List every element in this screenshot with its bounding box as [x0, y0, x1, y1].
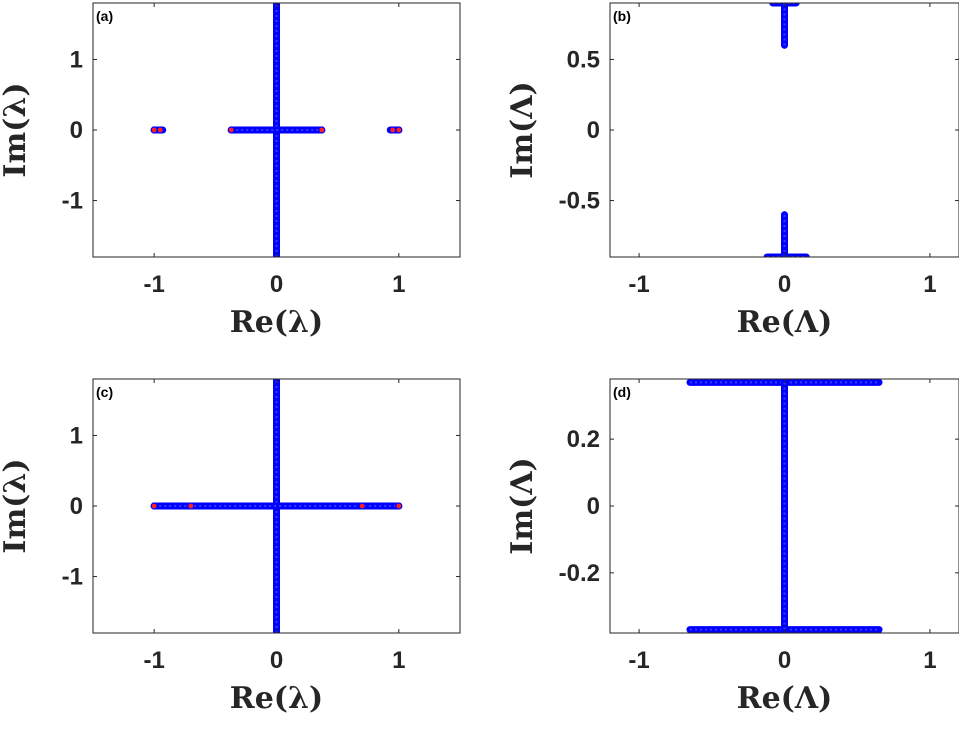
highlighted-eigenvalue — [358, 502, 366, 510]
x-axis-label: Re(λ) — [230, 305, 323, 340]
panel-label: (d) — [613, 384, 631, 400]
x-tick-label: 1 — [923, 647, 936, 674]
y-tick-label: 0.2 — [567, 426, 600, 453]
x-axis-label: Re(λ) — [230, 681, 323, 716]
highlighted-eigenvalue — [389, 126, 397, 134]
x-tick-label: -1 — [628, 271, 649, 298]
y-axis-label: Im(Λ) — [505, 457, 540, 554]
y-axis-label: Im(λ) — [0, 82, 33, 177]
y-tick-label: 0 — [587, 117, 600, 144]
highlighted-eigenvalue — [395, 126, 403, 134]
data-series — [763, 3, 810, 257]
data-series — [150, 379, 403, 633]
y-axis-label: Im(Λ) — [505, 81, 540, 178]
y-tick-label: 1 — [70, 46, 83, 73]
panel-d: -1 0 1 -0.2 0 0.2 Re(Λ) Im(Λ) (d) — [505, 378, 959, 716]
x-tick-label: 0 — [778, 647, 791, 674]
y-tick-label: 1 — [70, 422, 83, 449]
highlighted-eigenvalue — [156, 126, 164, 134]
y-tick-label: 0 — [70, 493, 83, 520]
highlighted-eigenvalue — [150, 126, 158, 134]
x-tick-label: 0 — [778, 271, 791, 298]
y-tick-label: -1 — [62, 188, 83, 215]
x-tick-label: 0 — [270, 271, 283, 298]
x-axis-label: Re(Λ) — [737, 305, 833, 340]
data-series — [150, 3, 403, 257]
x-tick-label: 1 — [392, 271, 405, 298]
x-tick-label: -1 — [143, 271, 164, 298]
highlighted-eigenvalue — [150, 502, 158, 510]
x-axis-label: Re(Λ) — [737, 681, 833, 716]
y-axis-label: Im(λ) — [0, 458, 33, 553]
x-tick-label: -1 — [143, 647, 164, 674]
data-series — [686, 379, 883, 633]
y-tick-label: 0 — [587, 493, 600, 520]
panel-label: (c) — [96, 384, 113, 400]
panel-b: -1 0 1 -0.5 0 0.5 Re(Λ) Im(Λ) (b) — [505, 2, 959, 340]
x-tick-label: 1 — [392, 647, 405, 674]
x-tick-label: 1 — [923, 271, 936, 298]
highlighted-eigenvalue — [227, 126, 235, 134]
x-tick-label: 0 — [270, 647, 283, 674]
highlighted-eigenvalue — [318, 126, 326, 134]
panel-c: -1 0 1 -1 0 1 Re(λ) Im(λ) (c) — [0, 378, 461, 716]
highlighted-eigenvalue — [395, 502, 403, 510]
y-tick-label: 0.5 — [567, 46, 600, 73]
y-tick-label: 0 — [70, 117, 83, 144]
panel-label: (b) — [613, 8, 631, 24]
x-tick-label: -1 — [628, 647, 649, 674]
y-tick-label: -0.2 — [559, 560, 600, 587]
panel-a: -1 0 1 -1 0 1 Re(λ) Im(λ) (a) — [0, 2, 461, 340]
highlighted-eigenvalue — [187, 502, 195, 510]
panel-label: (a) — [96, 8, 113, 24]
y-tick-label: -1 — [62, 564, 83, 591]
y-tick-label: -0.5 — [559, 188, 600, 215]
